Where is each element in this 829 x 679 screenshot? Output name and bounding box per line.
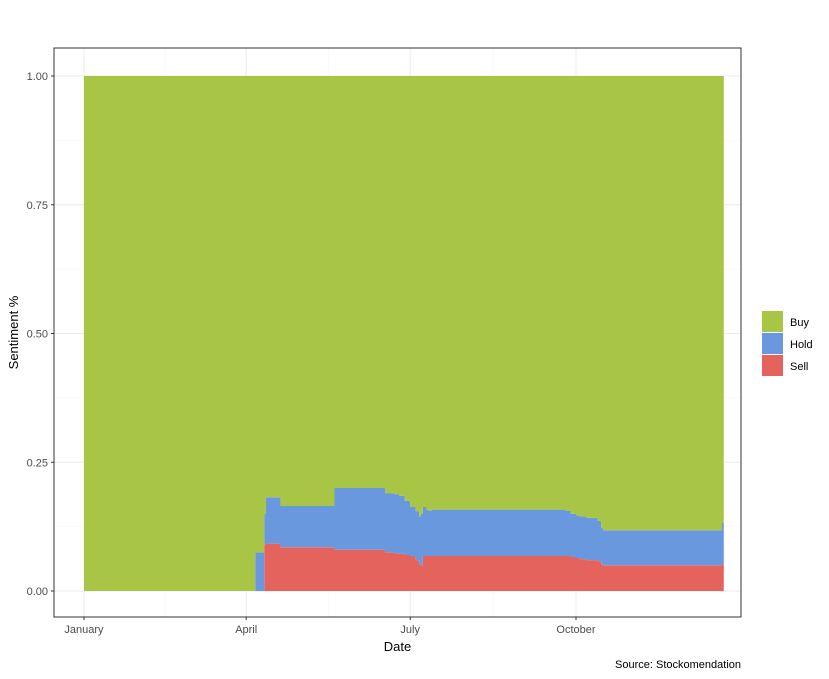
area-buy	[84, 76, 724, 591]
x-tick-label: July	[400, 624, 420, 636]
y-tick-label: 1.00	[27, 71, 48, 83]
area-sell	[84, 543, 724, 591]
source-caption: Source: Stockomendation	[615, 659, 741, 671]
legend-label-sell: Sell	[790, 361, 808, 373]
legend: Buy Hold Sell	[762, 311, 813, 376]
plot-border	[53, 47, 742, 618]
y-tick-label: 0.00	[27, 586, 48, 598]
x-tick-label: October	[556, 624, 595, 636]
y-tick-label: 0.75	[27, 200, 48, 212]
x-axis: January April July October	[64, 617, 596, 636]
area-series	[84, 76, 724, 591]
panel-border	[53, 47, 742, 618]
y-axis: 0.00 0.25 0.50 0.75 1.00	[27, 71, 54, 598]
y-tick-label: 0.25	[27, 457, 48, 469]
legend-label-buy: Buy	[790, 317, 809, 329]
legend-label-hold: Hold	[790, 339, 813, 351]
x-tick-label: January	[64, 624, 104, 636]
legend-key-hold	[762, 333, 783, 354]
x-tick-label: April	[235, 624, 257, 636]
y-tick-label: 0.50	[27, 329, 48, 341]
y-axis-title: Sentiment %	[6, 295, 21, 369]
legend-key-sell	[762, 355, 783, 376]
x-axis-title: Date	[384, 639, 411, 654]
area-hold	[84, 488, 724, 591]
legend-key-buy	[762, 311, 783, 332]
